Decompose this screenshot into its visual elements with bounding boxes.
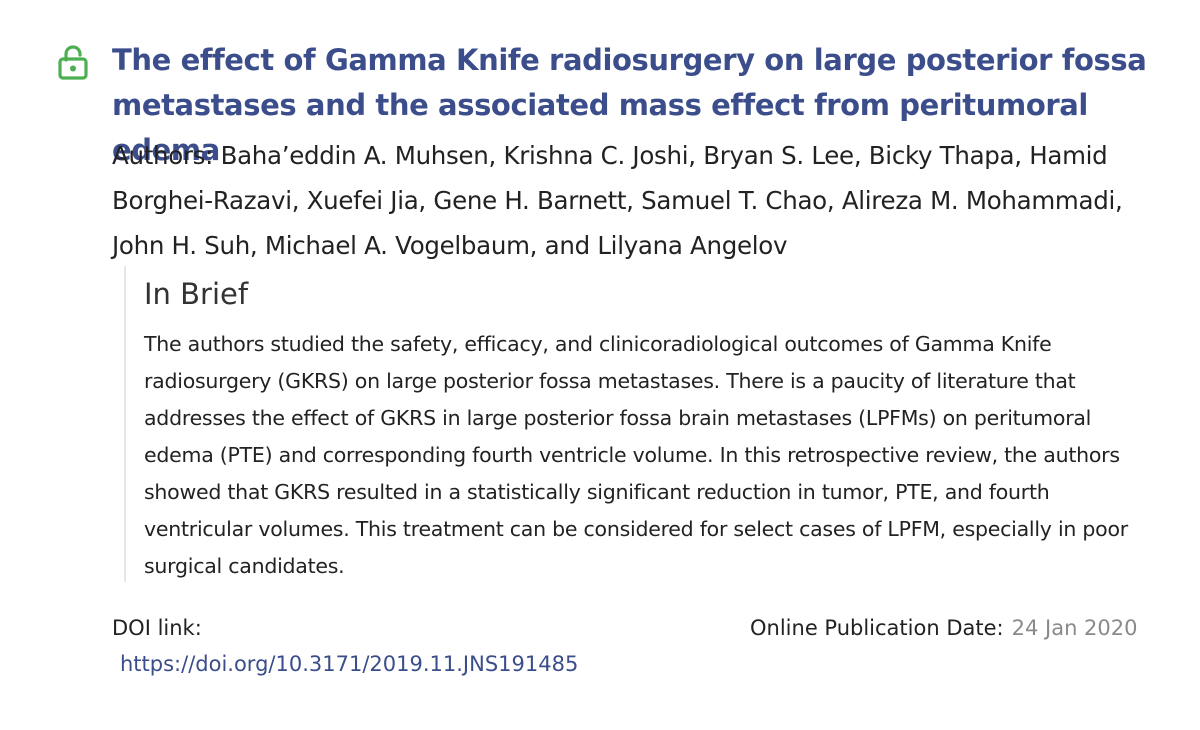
doi-link[interactable]: https://doi.org/10.3171/2019.11.JNS19148… bbox=[120, 652, 579, 676]
in-brief-section: In Brief The authors studied the safety,… bbox=[124, 266, 1146, 582]
doi-label: DOI link: bbox=[112, 616, 202, 640]
publication-date: Online Publication Date: 24 Jan 2020 bbox=[750, 610, 1140, 646]
publication-date-label: Online Publication Date: bbox=[750, 616, 1004, 640]
publication-date-value: 24 Jan 2020 bbox=[1011, 616, 1138, 640]
article-title-link[interactable]: The effect of Gamma Knife radiosurgery o… bbox=[112, 43, 1147, 167]
article-authors: Authors: Baha’eddin A. Muhsen, Krishna C… bbox=[112, 141, 1123, 260]
in-brief-text: The authors studied the safety, efficacy… bbox=[144, 332, 1128, 578]
in-brief-heading: In Brief bbox=[144, 277, 249, 311]
open-lock-icon bbox=[56, 44, 90, 80]
